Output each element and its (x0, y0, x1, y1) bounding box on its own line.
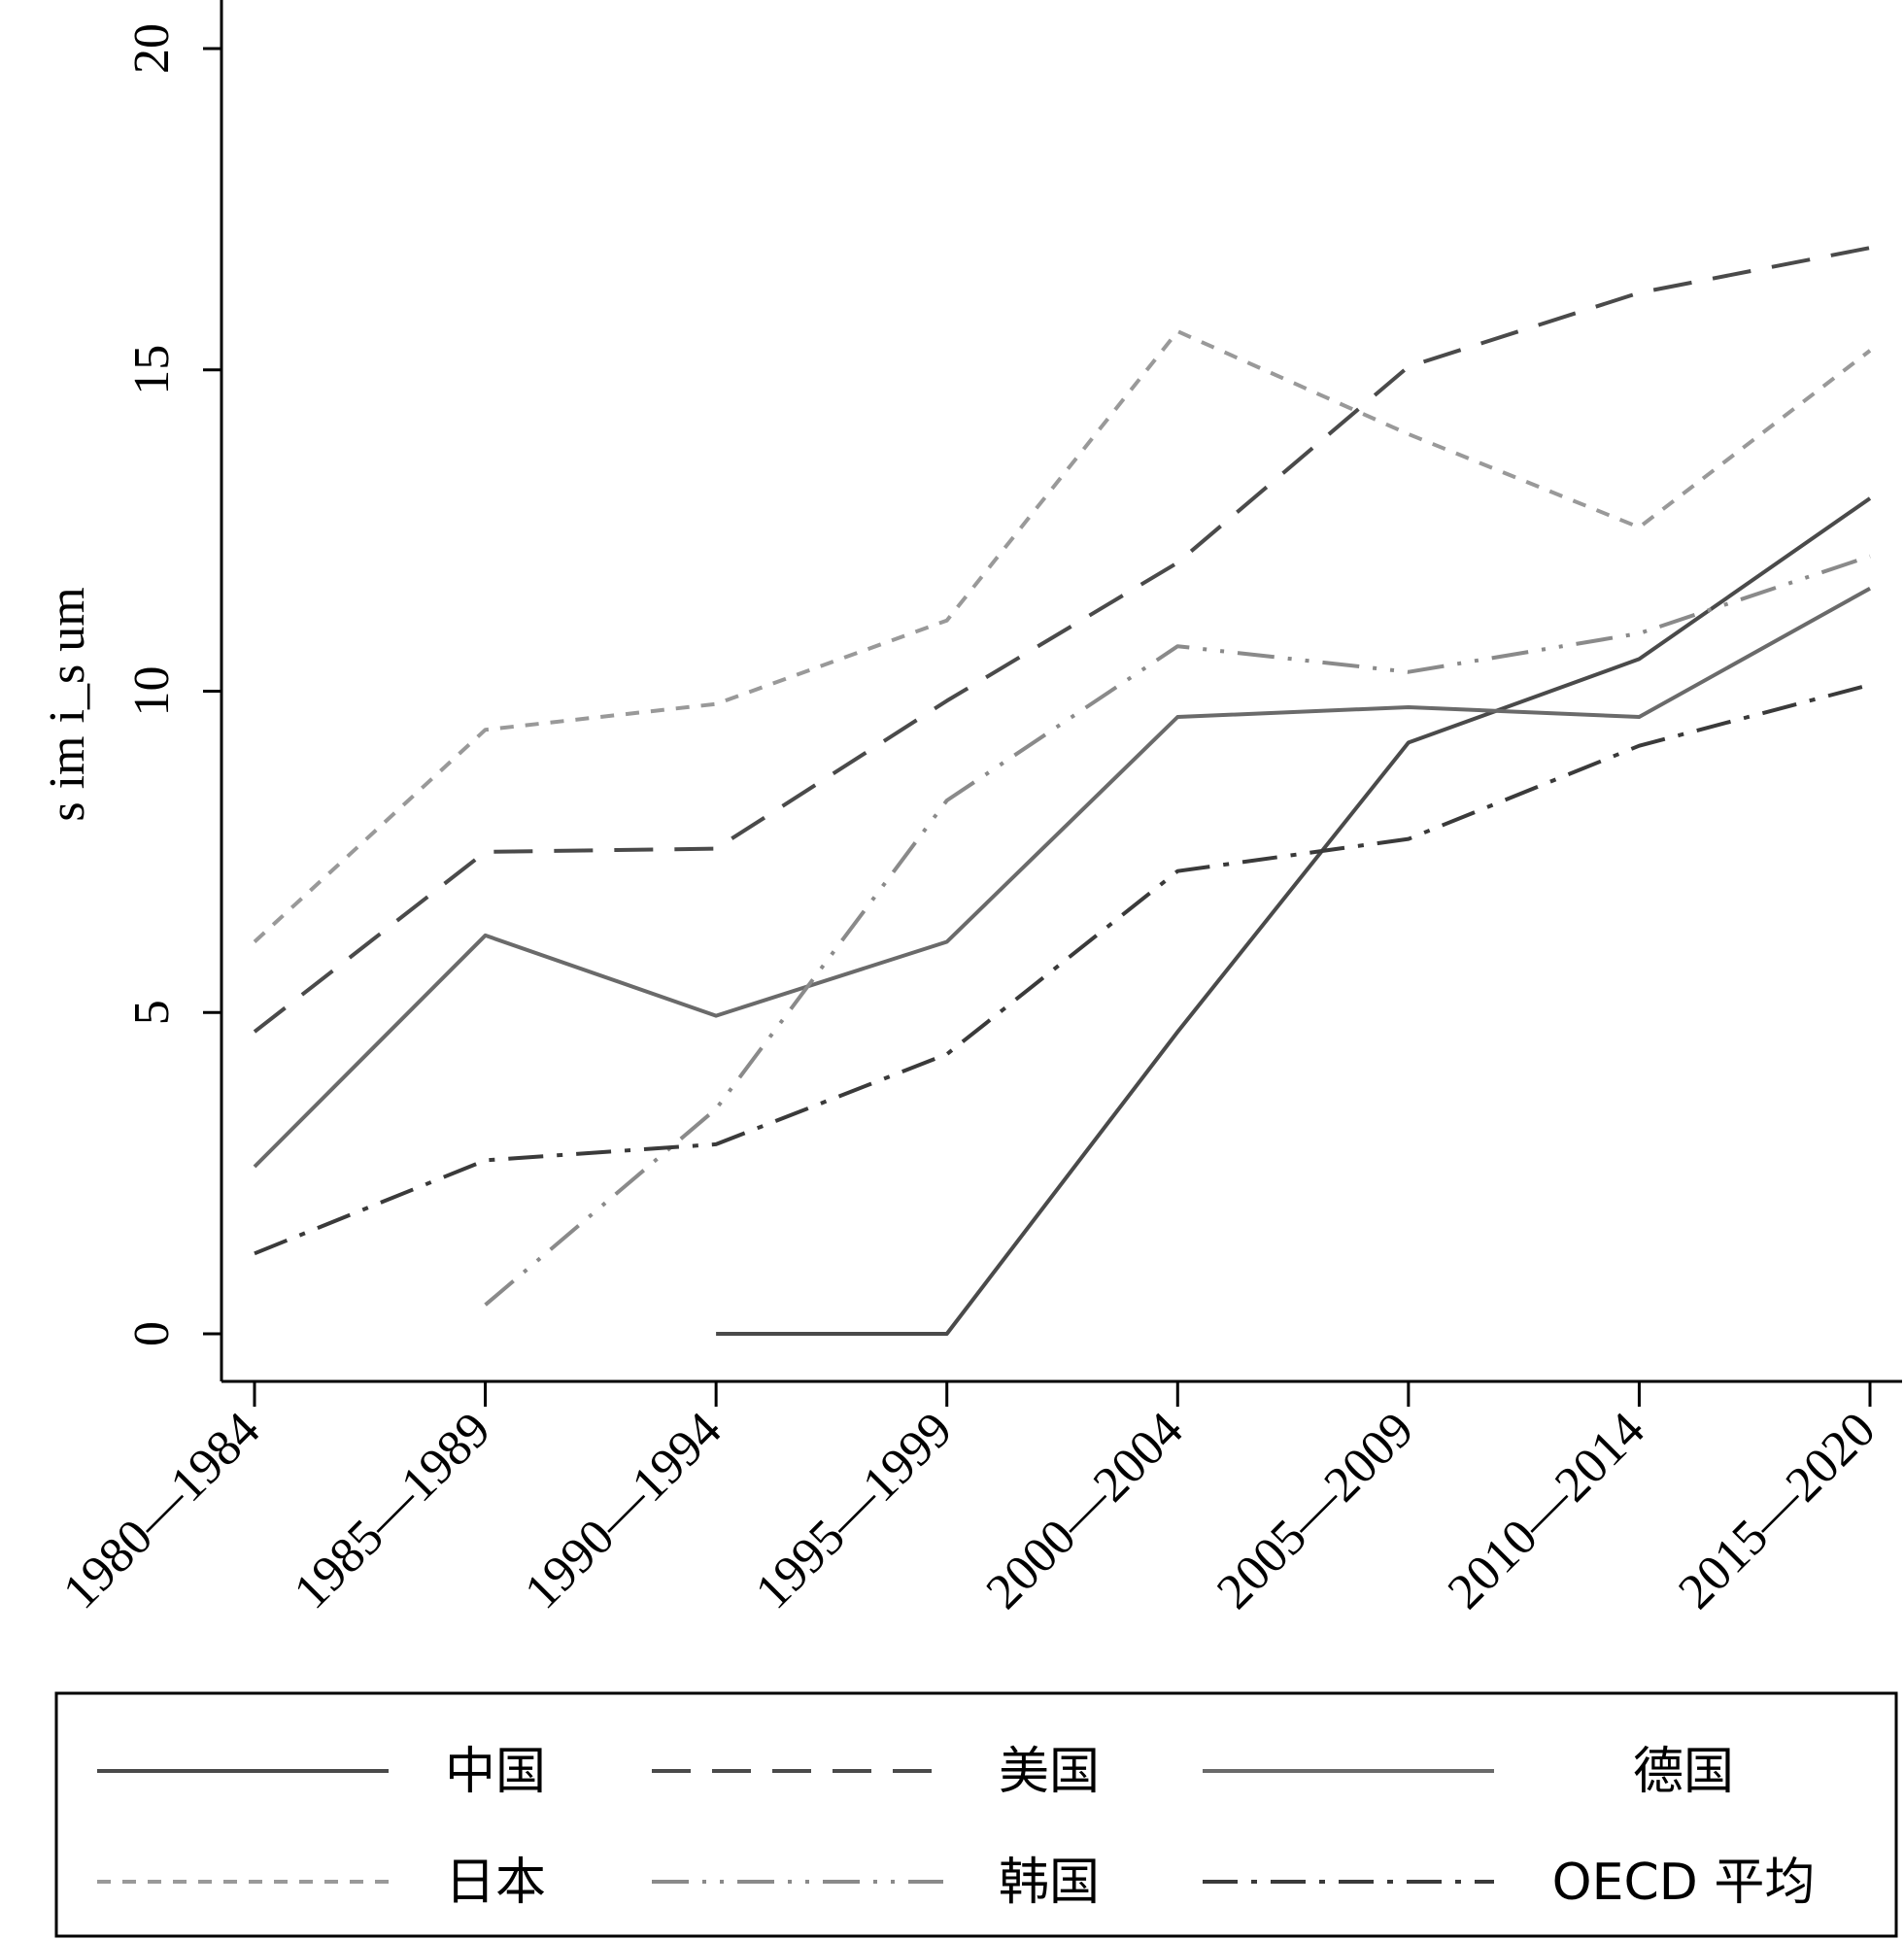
axes (220, 0, 1902, 1383)
series-line-2 (253, 586, 1871, 1169)
legend-label: 中国 (445, 1743, 546, 1801)
legend-label: 日本 (445, 1854, 546, 1912)
x-tick-label: 1985—1989 (284, 1402, 501, 1619)
y-tick-label: 10 (124, 666, 180, 717)
x-ticks: 1980—1984 1985—1989 1990—1994 1995—1999 2000… (52, 1381, 1886, 1619)
x-tick-label: 2000—2004 (976, 1402, 1194, 1619)
legend-box (54, 1691, 1898, 1938)
series-line-0 (716, 496, 1872, 1336)
series-line-3 (253, 329, 1872, 943)
legend-label: 德国 (1633, 1743, 1734, 1801)
legend-label: 美国 (999, 1743, 1100, 1801)
series-line-5 (254, 682, 1871, 1256)
y-ticks: 0 5 10 15 20 (124, 23, 221, 1346)
x-tick-label: 1990—1994 (514, 1402, 731, 1619)
x-tick-label: 2005—2009 (1207, 1402, 1424, 1619)
y-tick-label: 20 (124, 23, 180, 74)
legend-label: 韩国 (999, 1854, 1100, 1912)
legend-label: OECD 平均 (1552, 1854, 1816, 1912)
x-tick-label: 2015—2020 (1668, 1402, 1886, 1619)
y-tick-label: 15 (124, 345, 180, 395)
y-tick-label: 5 (124, 1000, 180, 1025)
x-tick-label: 1995—1999 (745, 1402, 963, 1619)
series-line-4 (484, 554, 1871, 1307)
series-line-1 (253, 246, 1871, 1034)
x-tick-label: 1980—1984 (52, 1402, 270, 1619)
series-lines (253, 246, 1872, 1336)
y-tick-label: 0 (124, 1321, 180, 1346)
x-tick-label: 2010—2014 (1438, 1402, 1655, 1619)
y-axis-title: s im i_s um (40, 587, 95, 821)
